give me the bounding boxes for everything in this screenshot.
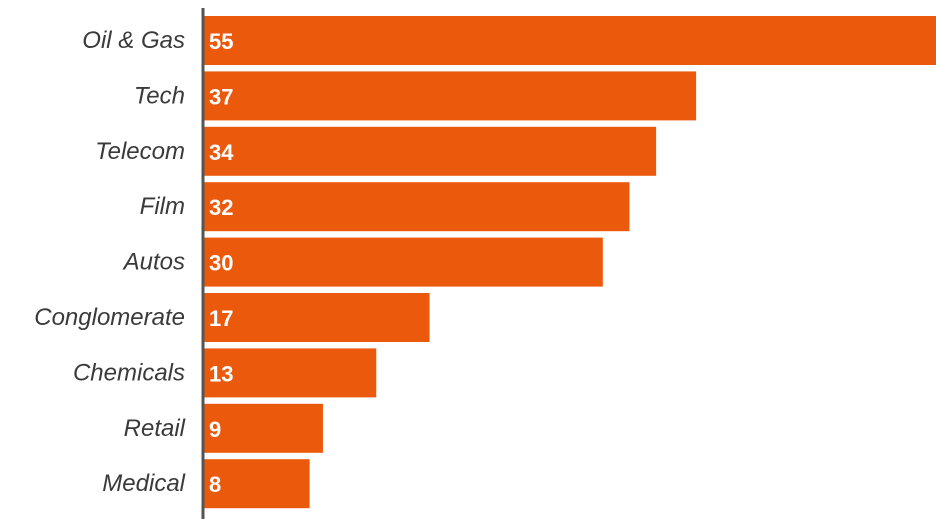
bar-oil-and-gas <box>203 16 936 65</box>
bar-chemicals <box>203 348 377 398</box>
value-label-film: 32 <box>209 195 233 220</box>
value-label-retail: 9 <box>209 417 221 442</box>
value-labels-group: 55 37 34 32 30 17 13 9 8 <box>209 29 234 497</box>
bar-autos <box>203 237 603 287</box>
category-label-chemicals: Chemicals <box>73 359 185 386</box>
bars-group <box>203 16 936 509</box>
value-label-telecom: 34 <box>209 140 234 165</box>
value-label-conglomerate: 17 <box>209 306 233 331</box>
category-label-retail: Retail <box>124 415 186 442</box>
value-label-oil-and-gas: 55 <box>209 29 233 54</box>
bar-film <box>203 182 630 232</box>
value-label-chemicals: 13 <box>209 361 233 386</box>
category-labels-group: Oil & Gas Tech Telecom Film Autos Conglomerat… <box>34 27 185 497</box>
bar-tech <box>203 71 697 121</box>
category-label-tech: Tech <box>134 82 185 109</box>
category-label-telecom: Telecom <box>95 138 185 165</box>
bar-medical <box>203 459 310 509</box>
category-label-medical: Medical <box>102 470 185 497</box>
category-label-conglomerate: Conglomerate <box>34 304 185 331</box>
category-label-autos: Autos <box>122 249 185 276</box>
value-label-medical: 8 <box>209 472 221 497</box>
category-label-film: Film <box>140 193 185 220</box>
category-label-oil-and-gas: Oil & Gas <box>82 27 185 54</box>
bar-conglomerate <box>203 293 430 342</box>
value-label-autos: 30 <box>209 251 233 276</box>
bar-telecom <box>203 126 657 176</box>
value-label-tech: 37 <box>209 84 233 109</box>
bar-retail <box>203 403 323 453</box>
